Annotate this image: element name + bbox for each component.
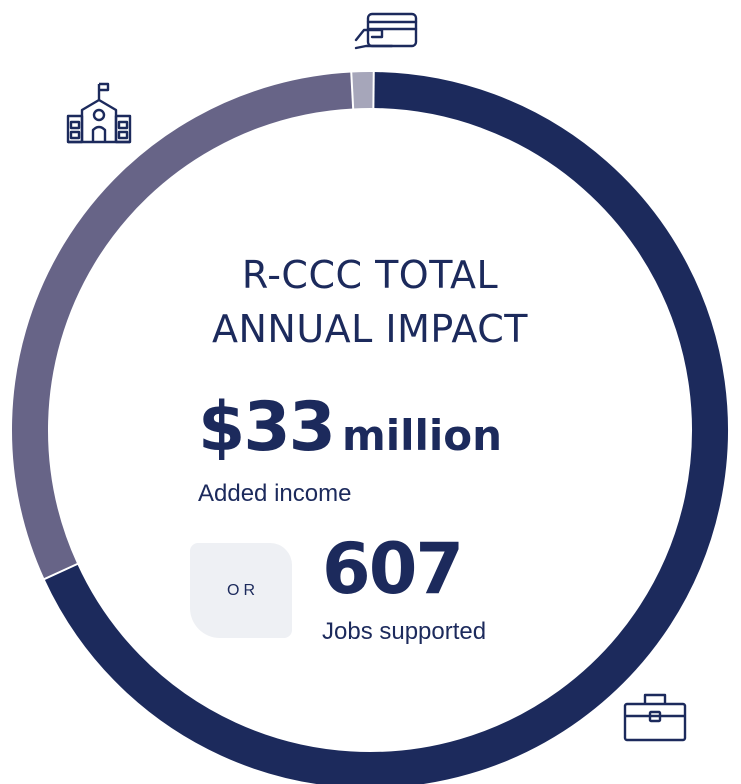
or-divider: OR: [190, 543, 292, 638]
chart-title: R-CCC TOTAL ANNUAL IMPACT: [120, 248, 620, 356]
income-caption: Added income: [198, 480, 351, 508]
or-label: OR: [227, 582, 259, 600]
income-figure: $33 million: [198, 388, 502, 467]
credit-card-icon: [352, 10, 422, 54]
jobs-amount: 607: [322, 528, 462, 610]
chart-title-line-2: ANNUAL IMPACT: [120, 302, 620, 356]
briefcase-icon: [621, 690, 689, 744]
jobs-caption: Jobs supported: [322, 618, 486, 646]
chart-title-line-1: R-CCC TOTAL: [120, 248, 620, 302]
income-unit: million: [342, 411, 502, 460]
income-amount: $33: [198, 388, 334, 467]
school-building-icon: [64, 80, 134, 146]
